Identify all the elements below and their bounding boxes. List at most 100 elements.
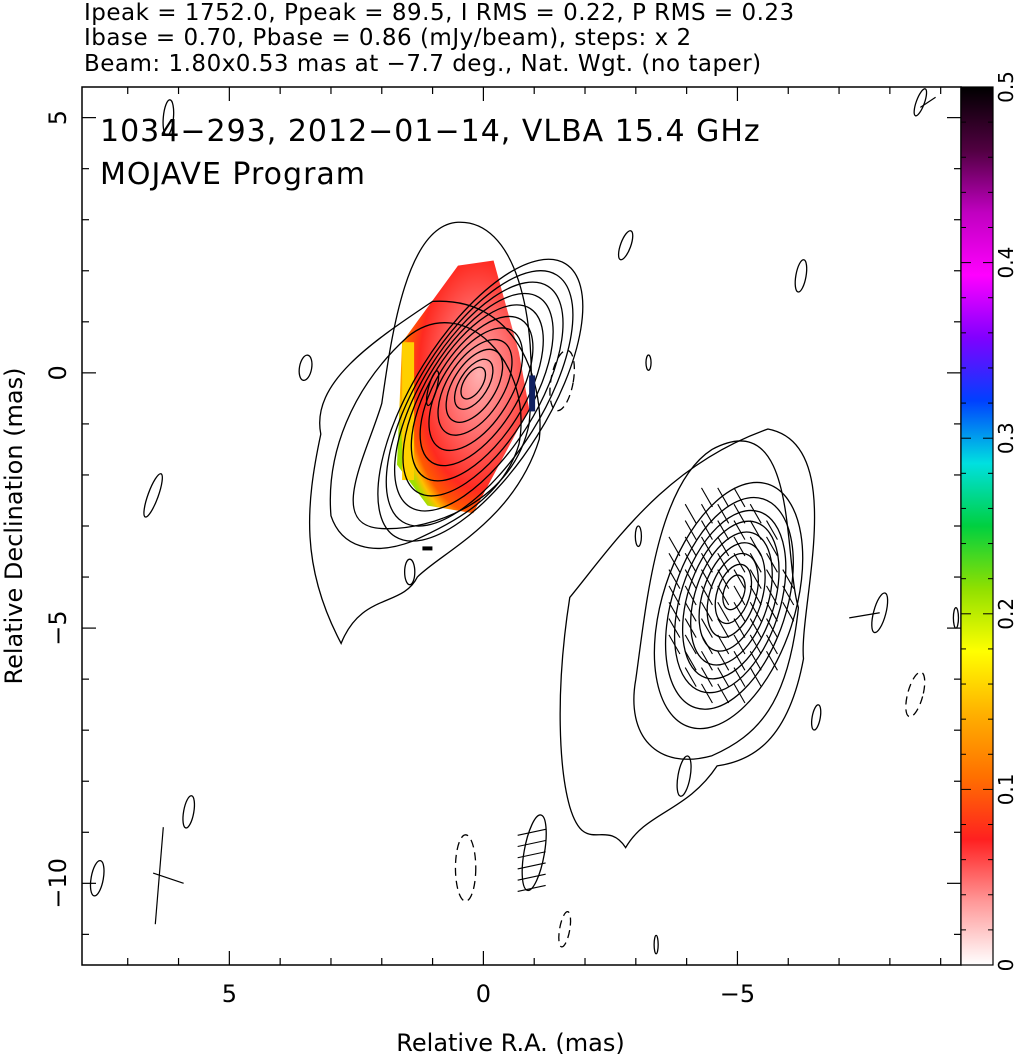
- evpa-vector: [766, 634, 778, 655]
- evpa-vector: [766, 520, 778, 540]
- noise-contour: [810, 704, 822, 731]
- noise-contour: [298, 354, 313, 382]
- noise-contour: [645, 354, 652, 371]
- jet-contour: [653, 481, 804, 730]
- core-contour: [453, 358, 494, 410]
- evpa-vector: [684, 552, 697, 573]
- noise-contour: [634, 525, 643, 548]
- core-contour: [460, 366, 487, 400]
- colorbar-tick-label: 0.4: [994, 247, 1018, 279]
- evpa-vector: [749, 536, 762, 557]
- jet-outer-contour: [633, 440, 800, 760]
- core-contour: [437, 338, 513, 436]
- noise-contour: [162, 99, 175, 137]
- evpa-vector: [668, 536, 681, 557]
- evpa-vector: [766, 536, 778, 557]
- noise-contour-negative: [549, 349, 576, 412]
- y-tick-label: 0: [44, 365, 72, 380]
- evpa-vector: [749, 503, 762, 524]
- evpa-vector: [749, 569, 762, 589]
- evpa-vector: [749, 552, 762, 573]
- evpa-vector: [152, 872, 184, 884]
- evpa-vector: [733, 601, 746, 622]
- noise-contour: [794, 259, 808, 293]
- evpa-vector: [733, 618, 746, 638]
- evpa-vector: [766, 552, 778, 573]
- evpa-vector: [701, 667, 713, 687]
- core-contour: [393, 281, 564, 512]
- core-contour: [419, 315, 534, 467]
- plot-frame: [81, 86, 962, 966]
- evpa-vector: [782, 569, 795, 589]
- x-tick-label: −5: [720, 980, 755, 1008]
- evpa-vector: [717, 569, 730, 589]
- core-contour: [377, 258, 584, 542]
- y-tick-label: 5: [44, 110, 72, 125]
- evpa-vector: [701, 634, 713, 655]
- noise-contour: [617, 230, 634, 261]
- evpa-vector: [717, 536, 730, 557]
- noise-contour: [521, 814, 547, 892]
- evpa-vector: [701, 585, 713, 606]
- y-tick-label: −10: [44, 858, 72, 909]
- evpa-vector: [733, 520, 746, 540]
- evpa-vector: [701, 569, 713, 589]
- jet-contour: [690, 531, 773, 666]
- evpa-vector: [717, 520, 730, 540]
- evpa-vector: [717, 552, 730, 573]
- evpa-vector: [701, 650, 713, 671]
- evpa-vector: [733, 683, 746, 704]
- jet-contour: [664, 496, 794, 710]
- evpa-vector: [717, 667, 730, 687]
- core-contour: [385, 270, 574, 527]
- jet-extended-contour: [559, 428, 816, 849]
- core-contour: [402, 292, 554, 497]
- noise-contour-negative: [454, 834, 477, 902]
- evpa-vector: [733, 634, 746, 655]
- jet-contour: [698, 542, 766, 652]
- evpa-vector: [766, 585, 778, 606]
- noise-contour: [952, 607, 960, 629]
- noise-contour: [89, 859, 105, 897]
- evpa-vector: [717, 618, 730, 638]
- evpa-vector: [733, 536, 746, 557]
- evpa-vector: [733, 667, 746, 687]
- core-contour: [445, 348, 504, 423]
- noise-contour-negative: [558, 911, 572, 948]
- colorbar-tick-label: 0.1: [994, 773, 1018, 805]
- evpa-vector: [782, 601, 795, 622]
- evpa-vector: [517, 828, 546, 836]
- evpa-vector: [668, 569, 681, 589]
- evpa-vector: [684, 634, 697, 655]
- jet-contour: [673, 509, 787, 694]
- noise-contour-negative: [905, 671, 926, 718]
- core-outer-contour: [352, 221, 532, 530]
- core-extended-contour: [309, 300, 541, 645]
- x-tick-label: 5: [222, 980, 237, 1008]
- contours: [309, 221, 816, 849]
- noise-contour: [913, 88, 928, 117]
- core-contour: [428, 327, 524, 452]
- colorbar-bar: [960, 86, 994, 966]
- evpa-vector: [733, 569, 746, 589]
- evpa-vector: [668, 585, 681, 606]
- evpa-vector: [684, 667, 697, 687]
- source-label: 1034−293, 2012−01−14, VLBA 15.4 GHz: [100, 114, 761, 149]
- evpa-vector: [701, 503, 713, 524]
- evpa-vectors: [152, 96, 936, 925]
- noise-contour: [143, 473, 163, 518]
- noise-contour: [403, 558, 416, 586]
- evpa-vector: [766, 569, 778, 589]
- x-axis-label: Relative R.A. (mas): [396, 1029, 625, 1057]
- colorbar: 0 0.1 0.2 0.3 0.4 0.5: [960, 71, 1018, 972]
- evpa-vector: [684, 601, 697, 622]
- colorbar-tick-label: 0: [994, 959, 1018, 972]
- axis-ticks: 5 0 −5 5 0 −5 −10: [44, 87, 961, 1008]
- core-contour: [410, 304, 544, 482]
- evpa-vector: [717, 503, 730, 524]
- noise-contour: [653, 934, 659, 955]
- y-tick-label: −5: [44, 610, 72, 645]
- evpa-vector: [849, 612, 880, 619]
- evpa-vector: [684, 618, 697, 638]
